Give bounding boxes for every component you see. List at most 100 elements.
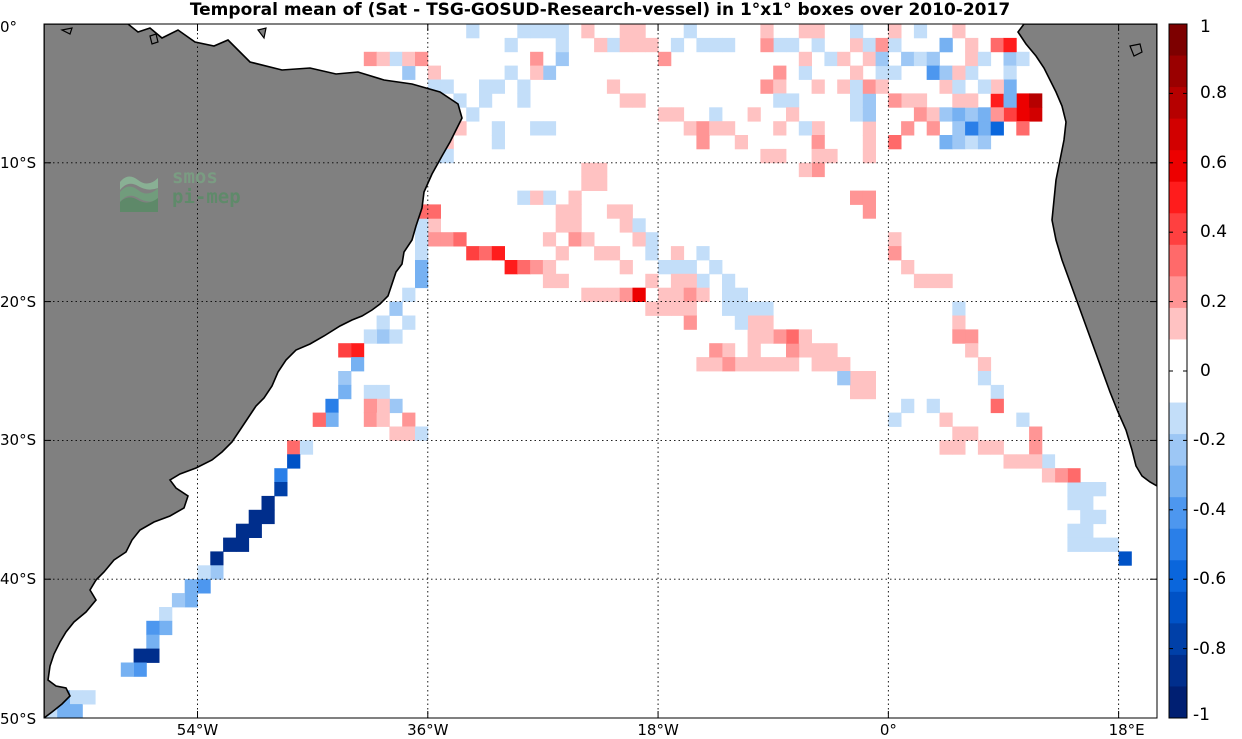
data-cell bbox=[69, 704, 83, 718]
data-cell bbox=[760, 37, 774, 53]
data-cell bbox=[645, 273, 659, 289]
data-cell bbox=[427, 232, 441, 247]
data-cell bbox=[888, 37, 902, 53]
data-cell bbox=[415, 273, 429, 289]
data-cell bbox=[133, 662, 147, 677]
data-cell bbox=[427, 65, 441, 80]
colorbar-label: -0.2 bbox=[1193, 430, 1227, 451]
data-cell bbox=[555, 24, 569, 39]
y-axis-label: 10°S bbox=[0, 153, 37, 172]
data-cell bbox=[696, 37, 710, 53]
data-cell bbox=[722, 121, 736, 136]
data-cell bbox=[299, 440, 314, 455]
data-cell bbox=[606, 204, 621, 219]
data-cell bbox=[606, 246, 621, 261]
colorbar-label: -0.8 bbox=[1193, 638, 1227, 659]
data-cell bbox=[926, 121, 940, 136]
data-cell bbox=[965, 51, 979, 67]
data-cell bbox=[760, 24, 774, 39]
data-cell bbox=[875, 65, 889, 80]
colorbar-label: -0.6 bbox=[1193, 569, 1227, 590]
africa-landmass bbox=[1017, 24, 1157, 487]
data-cell bbox=[850, 24, 864, 39]
data-cell bbox=[952, 121, 966, 136]
colorbar-segment bbox=[1169, 213, 1187, 246]
data-cell bbox=[466, 246, 480, 261]
data-cell bbox=[402, 412, 416, 427]
data-cell bbox=[683, 287, 697, 302]
data-cell bbox=[389, 301, 403, 316]
data-cell bbox=[670, 37, 685, 53]
data-cell bbox=[542, 121, 557, 136]
colorbar-segment bbox=[1169, 24, 1187, 57]
data-cell bbox=[619, 287, 633, 302]
data-cell bbox=[530, 51, 544, 67]
data-cell bbox=[862, 190, 876, 205]
data-cell bbox=[824, 357, 838, 372]
data-cell bbox=[542, 65, 557, 80]
data-cell bbox=[581, 232, 595, 247]
data-cell bbox=[415, 51, 429, 67]
data-cell bbox=[965, 107, 979, 122]
y-axis-label: 50°S bbox=[0, 710, 37, 728]
data-cell bbox=[530, 260, 544, 275]
data-cell bbox=[990, 37, 1004, 53]
data-cell bbox=[747, 343, 761, 358]
data-cell bbox=[709, 37, 723, 53]
data-cell bbox=[261, 495, 275, 511]
data-cell bbox=[645, 301, 659, 316]
data-cell bbox=[466, 107, 480, 122]
x-axis-label: 54°W bbox=[176, 721, 219, 739]
data-cell bbox=[504, 65, 518, 80]
data-cell bbox=[491, 135, 505, 150]
data-cell bbox=[760, 79, 774, 94]
data-cell bbox=[606, 79, 621, 94]
graticule bbox=[44, 24, 1157, 718]
data-cell bbox=[632, 232, 646, 247]
data-cell bbox=[939, 412, 953, 427]
data-cell bbox=[977, 371, 992, 386]
data-cell bbox=[811, 79, 825, 94]
data-cell bbox=[606, 37, 621, 53]
data-cell bbox=[338, 371, 352, 386]
data-cell bbox=[798, 24, 812, 39]
colorbar-segment bbox=[1169, 150, 1187, 183]
data-cell bbox=[287, 454, 301, 469]
colorbar-segment bbox=[1169, 623, 1187, 656]
data-cell bbox=[427, 218, 441, 233]
data-cell bbox=[862, 37, 876, 53]
data-cell bbox=[696, 246, 710, 261]
y-axis-label: 20°S bbox=[0, 292, 37, 311]
data-cell bbox=[709, 121, 723, 136]
data-cell bbox=[670, 301, 685, 316]
colorbar-segment bbox=[1169, 654, 1187, 687]
data-cell bbox=[990, 93, 1004, 108]
data-cell bbox=[913, 107, 928, 122]
data-cell bbox=[594, 246, 608, 261]
data-cell bbox=[325, 398, 339, 414]
data-cell bbox=[760, 357, 774, 372]
data-cell bbox=[926, 398, 940, 414]
data-cell bbox=[722, 301, 736, 316]
data-cell bbox=[862, 107, 876, 122]
data-cell bbox=[888, 93, 902, 108]
data-cell bbox=[862, 135, 876, 150]
colorbar-label: 1 bbox=[1200, 17, 1211, 37]
data-cell bbox=[632, 24, 646, 39]
data-cell bbox=[786, 93, 800, 108]
data-cell bbox=[824, 343, 838, 358]
y-axis-label: 30°S bbox=[0, 431, 37, 450]
data-cell bbox=[1067, 482, 1081, 497]
data-cell bbox=[939, 135, 953, 150]
data-cell bbox=[645, 37, 659, 53]
data-cell bbox=[197, 579, 211, 594]
data-cell bbox=[786, 357, 800, 372]
data-cell bbox=[683, 273, 697, 289]
data-cell bbox=[977, 135, 992, 150]
data-cell bbox=[415, 232, 429, 247]
data-cell bbox=[850, 79, 864, 94]
data-cell bbox=[568, 218, 582, 233]
islands bbox=[60, 27, 1143, 57]
data-cell bbox=[1080, 523, 1094, 538]
data-cell bbox=[517, 79, 531, 94]
